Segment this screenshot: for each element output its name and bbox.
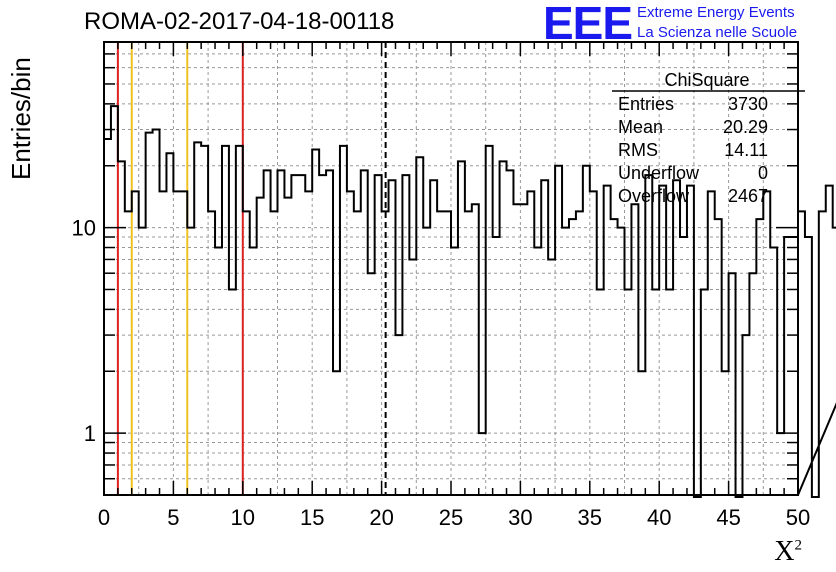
stats-value: 0: [758, 163, 768, 183]
x-tick-label: 10: [231, 505, 255, 530]
x-tick-label: 15: [300, 505, 324, 530]
x-tick-label: 20: [369, 505, 393, 530]
x-axis-label-superscript: 2: [794, 537, 803, 554]
stats-value: 2467: [728, 186, 768, 206]
x-tick-label: 35: [578, 505, 602, 530]
eee-logo: EEE: [543, 0, 633, 49]
x-tick-label: 25: [439, 505, 463, 530]
stats-value: 20.29: [723, 117, 768, 137]
chart-title: ROMA-02-2017-04-18-00118: [84, 8, 395, 35]
x-tick-label: 50: [786, 505, 810, 530]
logo-caption: Extreme Energy Events La Scienza nelle S…: [637, 3, 797, 43]
x-axis-label: X2: [774, 536, 802, 568]
x-tick-label: 5: [167, 505, 179, 530]
y-tick-label: 10: [72, 216, 96, 241]
stats-label: Overflow: [618, 186, 690, 206]
stats-label: Entries: [618, 94, 674, 114]
logo-line-1: Extreme Energy Events: [637, 4, 795, 21]
grid-lines: [104, 42, 798, 495]
x-tick-label: 30: [508, 505, 532, 530]
histogram-step-line: [103, 105, 836, 498]
x-tick-label: 0: [98, 505, 110, 530]
reference-lines: [116, 42, 387, 495]
stats-title: ChiSquare: [664, 70, 749, 90]
stats-label: Mean: [618, 117, 663, 137]
stats-value: 14.11: [724, 140, 768, 160]
y-tick-label: 1: [84, 421, 96, 446]
tick-labels: 0 5 10 15 20 25 30 35 40 45 50 1 10: [72, 216, 811, 530]
x-axis-label-main: X: [774, 536, 795, 567]
logo-line-2: La Scienza nelle Scuole: [637, 24, 798, 41]
y-axis-label: Entries/bin: [6, 57, 36, 180]
x-tick-label: 40: [647, 505, 671, 530]
axis-ticks: [103, 42, 799, 495]
stats-label: Underflow: [618, 163, 700, 183]
stats-value: 3730: [728, 94, 768, 114]
x-tick-label: 45: [716, 505, 740, 530]
stats-label: RMS: [618, 140, 658, 160]
stats-box: ChiSquare Entries 3730 Mean 20.29 RMS 14.11 Und…: [612, 70, 805, 206]
